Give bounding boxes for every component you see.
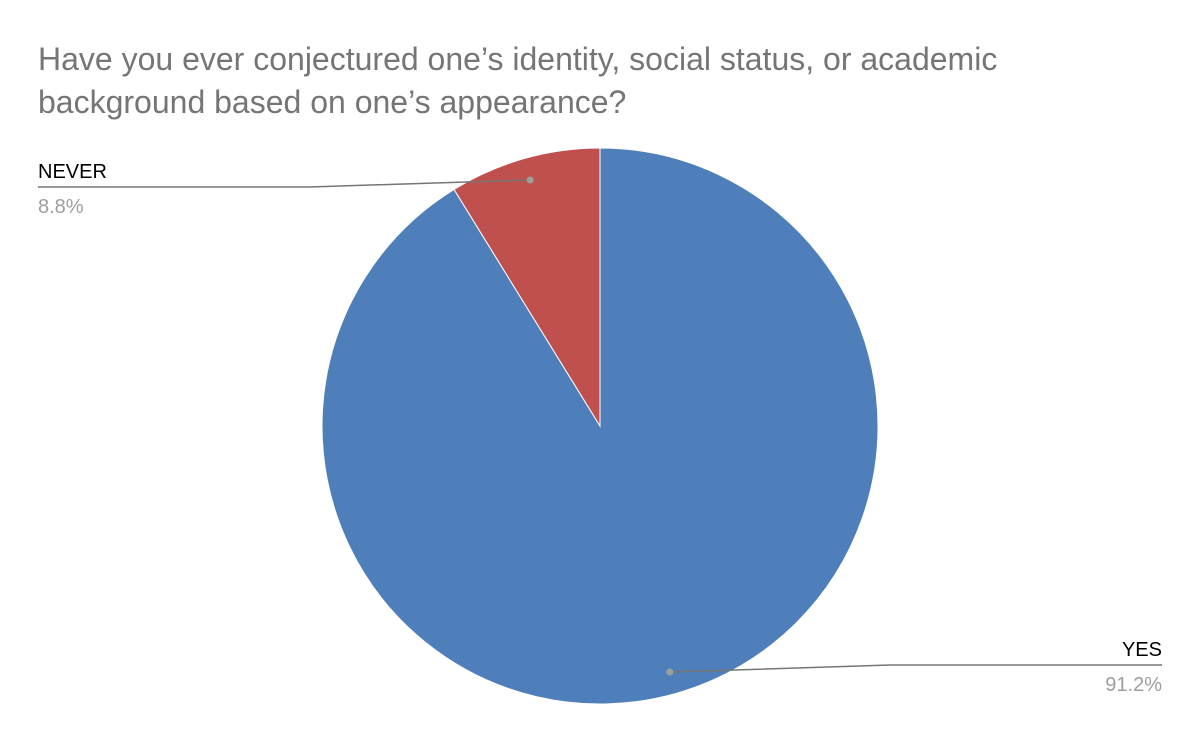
leader-line (38, 179, 531, 188)
leader-dot (526, 176, 534, 184)
slice-value-label: 91.2% (1105, 674, 1162, 696)
leader-dot (666, 668, 674, 676)
slice-label: NEVER (38, 161, 107, 183)
chart-title: Have you ever conjectured one’s identity… (38, 41, 998, 120)
leader-line (669, 664, 1162, 673)
slice-value-label: 8.8% (38, 196, 84, 218)
slice-label: YES (1122, 639, 1162, 661)
pie-slice (453, 147, 601, 428)
